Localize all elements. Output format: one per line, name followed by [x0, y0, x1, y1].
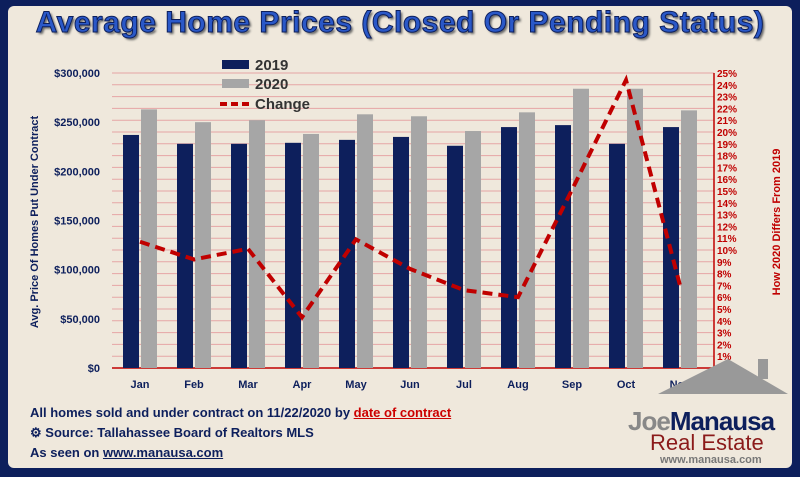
- x-tick-label: Jul: [456, 379, 472, 391]
- x-tick-label: May: [345, 379, 367, 391]
- x-tick-label: Mar: [238, 379, 258, 391]
- y-axis-label: Avg. Price Of Homes Put Under Contract: [29, 116, 41, 329]
- bar-2019: [501, 127, 517, 368]
- x-tick-label: Apr: [293, 379, 313, 391]
- y-tick-label: $200,000: [54, 166, 100, 178]
- legend-label-2020: 2020: [255, 76, 288, 93]
- change-line: [139, 74, 682, 321]
- y-tick-label: $250,000: [54, 117, 100, 129]
- y2-tick-label: 25%: [717, 69, 737, 80]
- y2-tick-label: 12%: [717, 222, 737, 233]
- y2-tick-label: 13%: [717, 211, 737, 222]
- x-tick-label: Jun: [400, 379, 420, 391]
- bar-2019: [393, 136, 409, 368]
- y2-tick-label: 21%: [717, 116, 737, 127]
- bar-2019: [609, 143, 625, 368]
- bar-2020: [195, 122, 211, 369]
- source-icon: ⚙: [30, 425, 42, 440]
- y2-tick-label: 3%: [717, 329, 732, 340]
- y2-tick-label: 24%: [717, 81, 737, 92]
- y2-tick-label: 8%: [717, 270, 732, 281]
- y2-tick-label: 14%: [717, 199, 737, 210]
- house-icon: [658, 359, 788, 394]
- seen-text: As seen on: [30, 445, 103, 460]
- y2-tick-label: 7%: [717, 281, 732, 292]
- bar-2019: [285, 142, 301, 368]
- y2-tick-label: 1%: [717, 352, 732, 363]
- manausa-link[interactable]: www.manausa.com: [102, 445, 224, 460]
- bar-2020: [681, 110, 697, 368]
- bar-2020: [573, 88, 589, 368]
- logo: JoeManausa Real Estate www.manausa.com: [618, 359, 788, 466]
- footer-source: ⚙ Source: Tallahassee Board of Realtors …: [30, 425, 314, 441]
- bar-2019: [447, 145, 463, 368]
- y2-axis-label: How 2020 Differs From 2019: [771, 149, 783, 296]
- x-tick-label: Feb: [184, 379, 204, 391]
- x-tick-label: Aug: [507, 379, 528, 391]
- footer-note-text: All homes sold and under contract on 11/…: [30, 405, 354, 420]
- bar-2020: [141, 109, 157, 368]
- y2-tick-label: 5%: [717, 305, 732, 316]
- source-text: Source: Tallahassee Board of Realtors ML…: [45, 425, 314, 440]
- logo-real-estate: Real Estate: [650, 430, 764, 455]
- y2-tick-label: 2%: [717, 340, 732, 351]
- footer-note: All homes sold and under contract on 11/…: [30, 405, 451, 420]
- bar-2019: [123, 134, 139, 368]
- y2-tick-label: 19%: [717, 140, 737, 151]
- y2-tick-label: 22%: [717, 104, 737, 115]
- y-tick-label: $300,000: [54, 68, 100, 80]
- y-tick-label: $50,000: [60, 314, 100, 326]
- legend-swatch-2019: [222, 60, 249, 69]
- y2-tick-label: 6%: [717, 293, 732, 304]
- y2-tick-label: 16%: [717, 175, 737, 186]
- logo-joe: Joe: [628, 406, 671, 436]
- y-tick-label: $150,000: [54, 216, 100, 228]
- y2-tick-label: 17%: [717, 163, 737, 174]
- date-of-contract-link[interactable]: date of contract: [353, 405, 452, 420]
- y2-tick-label: 10%: [717, 246, 737, 257]
- y-tick-label: $100,000: [54, 265, 100, 277]
- bar-2020: [249, 120, 265, 368]
- y2-tick-label: 9%: [717, 258, 732, 269]
- legend-label-2019: 2019: [255, 57, 288, 74]
- legend-swatch-2020: [222, 79, 249, 88]
- y2-tick-label: 4%: [717, 317, 732, 328]
- y2-tick-label: 23%: [717, 93, 737, 104]
- chart-title: Average Home Prices (Closed Or Pending S…: [35, 6, 765, 40]
- x-tick-label: Jan: [131, 379, 150, 391]
- bar-2019: [231, 143, 247, 368]
- y2-tick-label: 15%: [717, 187, 737, 198]
- x-tick-label: Oct: [617, 379, 636, 391]
- bar-2020: [465, 131, 481, 368]
- logo-manausa: Manausa: [669, 406, 775, 436]
- y2-tick-label: 20%: [717, 128, 737, 139]
- legend-label-change: Change: [255, 96, 310, 113]
- bar-2019: [555, 125, 571, 368]
- bar-2019: [177, 143, 193, 368]
- y-tick-label: $0: [88, 363, 100, 375]
- bar-2020: [519, 112, 535, 368]
- footer-seen: As seen on www.manausa.com: [30, 445, 223, 460]
- bar-2020: [411, 116, 427, 369]
- bar-2020: [357, 114, 373, 368]
- logo-url: www.manausa.com: [660, 454, 762, 466]
- bar-2020: [303, 133, 319, 368]
- y2-tick-label: 18%: [717, 152, 737, 163]
- x-tick-label: Sep: [562, 379, 582, 391]
- y2-tick-label: 11%: [717, 234, 737, 245]
- bar-2020: [627, 88, 643, 368]
